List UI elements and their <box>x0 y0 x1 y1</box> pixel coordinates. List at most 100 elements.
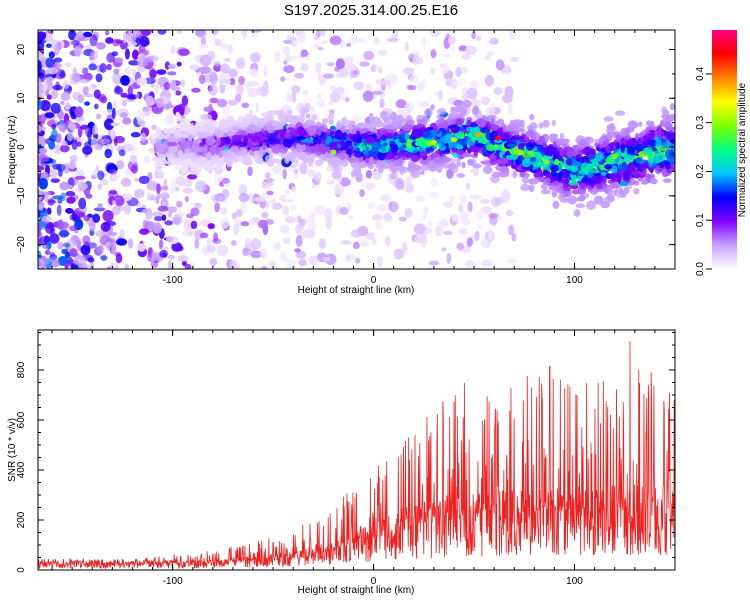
spectrogram-cell <box>420 170 425 175</box>
spectrogram-cell <box>485 55 491 61</box>
spectrogram-cell <box>92 213 101 223</box>
spectrogram-cell <box>422 214 427 220</box>
spectrogram-cell <box>380 80 391 86</box>
spectrogram-cell <box>227 99 238 106</box>
spectrogram-cell <box>112 206 121 216</box>
spectrogram-cell <box>268 199 277 204</box>
spectrogram-cell <box>38 51 42 60</box>
spectrogram-cell <box>208 84 218 96</box>
spectrogram-cell <box>490 174 500 184</box>
spectrogram-cell <box>581 177 589 185</box>
spectrogram-cell <box>285 190 290 195</box>
spectrogram-cell <box>238 75 246 85</box>
spectrogram-cell <box>140 30 152 36</box>
spectrogram-cell <box>353 151 364 158</box>
spectrogram-cell <box>467 201 473 213</box>
spectrogram-cell <box>664 121 673 130</box>
spectrogram-cell <box>114 57 124 63</box>
spectrogram-cell <box>412 50 420 57</box>
spectrogram-cell <box>205 135 216 146</box>
spectrogram-cell <box>79 78 90 84</box>
spectrogram-cell <box>53 150 61 155</box>
spectrogram-cell <box>335 72 343 79</box>
spectrogram-cell <box>254 196 266 203</box>
spectrogram-cell <box>438 89 443 101</box>
spectrogram-cell <box>297 37 306 44</box>
spectrogram-cell <box>39 100 51 111</box>
snr-x-axis-label: Height of straight line (km) <box>298 585 415 596</box>
spectrogram-cell <box>242 30 247 40</box>
spectrogram-cell <box>97 170 105 181</box>
spectrogram-cell <box>82 86 89 96</box>
spectrogram-cell <box>100 255 108 261</box>
spectrogram-cell <box>207 223 215 230</box>
spectrogram-cell <box>445 78 452 87</box>
spectrogram-cell <box>507 143 515 148</box>
spectrogram-cell <box>669 102 675 111</box>
spectrogram-cell <box>258 219 268 229</box>
spectrogram-cell <box>350 170 356 178</box>
spectrogram-cell <box>168 146 178 153</box>
spectrogram-cell <box>288 94 294 102</box>
spectrogram-cell <box>477 142 483 148</box>
spectrogram-cell <box>102 210 114 222</box>
spectrogram-cell <box>286 109 293 114</box>
spectrogram-cell <box>339 206 349 216</box>
spectrogram-cell <box>146 180 159 191</box>
spectrogram-cell <box>160 186 169 191</box>
spectrogram-peak <box>611 154 618 160</box>
spectrogram-cell <box>191 168 203 173</box>
spectrogram-cell <box>395 99 407 109</box>
spectrogram-cell <box>637 163 645 172</box>
spectrogram-cell <box>97 203 103 209</box>
spectrogram-cell <box>191 127 199 134</box>
spectrogram-cell <box>441 156 452 163</box>
spectrogram-cell <box>371 214 383 221</box>
spectrogram-cell <box>245 247 251 256</box>
spectrogram-cell <box>406 119 415 126</box>
spectrogram-cell <box>166 159 177 166</box>
spectrogram-cell <box>155 127 162 137</box>
spectrogram-cell <box>566 150 575 158</box>
spectrogram-cell <box>618 163 628 171</box>
spectrogram-cell <box>485 116 490 121</box>
spectrogram-cell <box>92 124 99 135</box>
spectrogram-cell <box>59 181 69 191</box>
spectrogram-cell <box>305 113 311 119</box>
spectrogram-cell <box>279 224 290 234</box>
spectrogram-cell <box>214 202 221 213</box>
spectrogram-cell <box>48 141 56 150</box>
spectrogram-cell <box>436 164 443 173</box>
spectrogram-cell <box>236 84 244 96</box>
y-tick-label: 200 <box>16 511 27 528</box>
spectrogram-cell <box>373 36 380 46</box>
spectrogram-cell <box>138 175 150 185</box>
spectrogram-cell <box>203 161 214 172</box>
spectrogram-cell <box>450 45 456 53</box>
spectrogram-cell <box>42 244 50 249</box>
spectrogram-cell <box>177 245 184 252</box>
spectrogram-cell <box>308 211 316 223</box>
spectrogram-cell <box>456 157 461 167</box>
spectrogram-cell <box>263 125 268 130</box>
spectrogram-cell <box>196 156 207 163</box>
spectrogram-cell <box>481 206 493 214</box>
spectrogram-cell <box>125 31 137 43</box>
spectrogram-cell <box>586 200 596 210</box>
spectrogram-cell <box>221 188 230 199</box>
spectrogram-cell <box>299 162 308 175</box>
spectrogram-cell <box>556 138 563 143</box>
spectrogram-cell <box>69 73 81 85</box>
spectrogram-cell <box>177 211 185 217</box>
spectrogram-cell <box>646 120 652 127</box>
spectrogram-cell <box>241 118 247 124</box>
spectrogram-cell <box>449 161 457 170</box>
spectrogram-cell <box>215 145 220 156</box>
spectrogram-cell <box>474 230 480 241</box>
spectrogram-cell <box>383 212 393 222</box>
spectrogram-cell <box>183 218 193 231</box>
spectrogram-cell <box>235 93 242 103</box>
spectrogram-cell <box>346 148 352 155</box>
spectrogram-cell <box>74 175 86 180</box>
